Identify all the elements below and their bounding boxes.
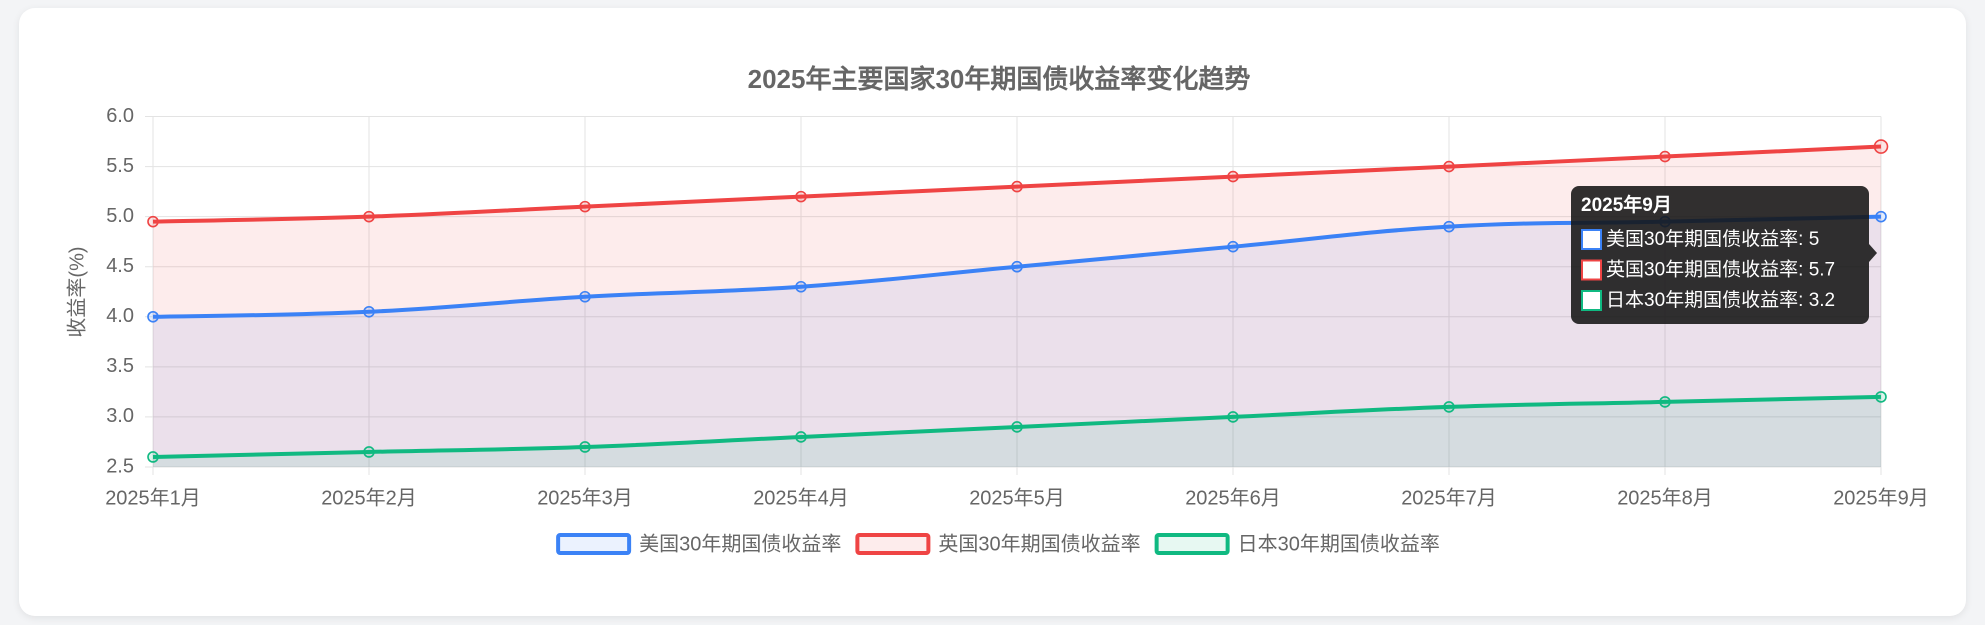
y-axis-label: 收益率(%) [65, 246, 88, 337]
y-tick-label: 2.5 [106, 455, 134, 477]
point [1659, 396, 1671, 408]
legend-swatch [1154, 533, 1230, 555]
tooltip-item: 英国30年期国债收益率: 5.7 [1606, 259, 1835, 281]
tooltip-item: 日本30年期国债收益率: 3.2 [1606, 289, 1835, 311]
legend: 美国30年期国债收益率 英国30年期国债收益率 日本30年期国债收益率 [556, 532, 1440, 555]
point [147, 451, 159, 463]
point [795, 280, 807, 293]
point [1011, 260, 1023, 273]
line [152, 394, 1882, 459]
point [1875, 210, 1887, 223]
point [363, 210, 375, 223]
tooltip-item: 美国30年期国债收益率: 5 [1606, 228, 1819, 250]
tooltip-swatch [1581, 259, 1602, 281]
y-tick-label: 3.0 [106, 405, 134, 427]
point [1227, 240, 1239, 253]
point [363, 446, 375, 458]
tooltip-title: 2025年9月 [1581, 193, 1672, 216]
chart-title: 2025年主要国家30年期国债收益率变化趋势 [748, 64, 1251, 94]
y-tick-label: 4.0 [106, 305, 134, 327]
x-tick-label: 2025年7月 [1401, 486, 1497, 509]
area [153, 216, 1881, 467]
legend-swatch [855, 533, 931, 555]
legend-label: 美国30年期国债收益率 [639, 532, 841, 555]
point [1227, 411, 1239, 423]
point [579, 441, 591, 453]
tooltip-swatch [1581, 229, 1602, 250]
point [1227, 170, 1239, 183]
x-tick-label: 2025年8月 [1617, 486, 1713, 509]
x-tick-label: 2025年3月 [537, 486, 633, 509]
legend-label: 日本30年期国债收益率 [1238, 532, 1440, 555]
point [579, 290, 591, 303]
y-tick-label: 4.5 [106, 255, 134, 277]
line [152, 144, 1882, 224]
point [1011, 421, 1023, 433]
x-tick-label: 2025年2月 [321, 486, 417, 509]
point [795, 431, 807, 443]
x-tick-label: 2025年5月 [969, 486, 1065, 509]
point [147, 310, 159, 323]
x-tick-label: 2025年6月 [1185, 486, 1281, 509]
point [1443, 401, 1455, 413]
y-tick-label: 3.5 [106, 355, 134, 377]
x-tick-label: 2025年1月 [105, 486, 201, 509]
legend-label: 英国30年期国债收益率 [938, 532, 1140, 555]
x-tick-label: 2025年9月 [1833, 486, 1929, 509]
x-tick-label: 2025年4月 [753, 486, 849, 509]
y-tick-label: 5.0 [106, 205, 134, 227]
point [579, 200, 591, 213]
tooltip-swatch [1581, 290, 1602, 311]
point [1659, 150, 1671, 163]
point [1443, 220, 1455, 233]
tooltip-caret [1869, 244, 1877, 262]
y-tick-label: 6.0 [106, 105, 134, 127]
point [1873, 139, 1889, 154]
point [1443, 160, 1455, 173]
point [147, 215, 159, 228]
point [1875, 391, 1887, 403]
y-tick-label: 5.5 [106, 155, 134, 177]
point [795, 190, 807, 203]
point [363, 305, 375, 318]
tooltip-box [1571, 186, 1869, 324]
point [1011, 180, 1023, 193]
legend-swatch [556, 533, 632, 555]
